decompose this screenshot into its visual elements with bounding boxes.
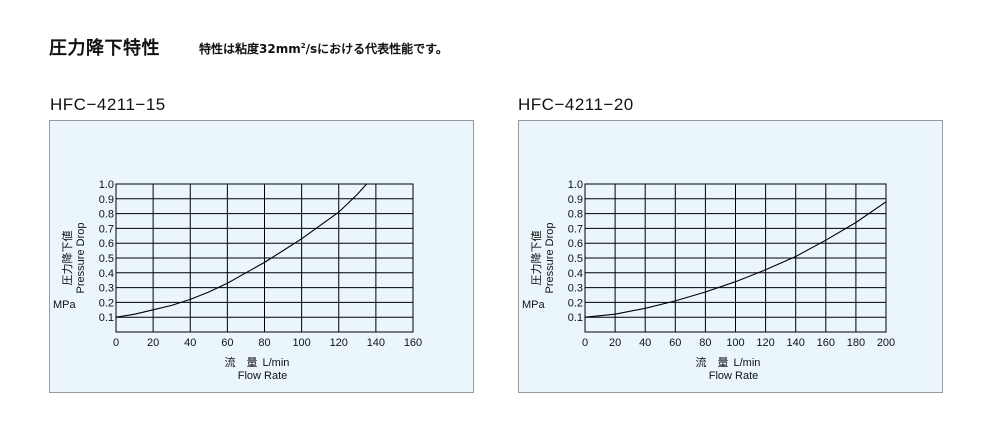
x-tick-label: 0 xyxy=(113,337,119,349)
y-tick-label: 0.3 xyxy=(568,283,583,295)
x-axis-label-en: Flow Rate xyxy=(709,370,759,382)
viscosity-note-prefix: 特性は粘度32mm xyxy=(199,42,301,56)
x-tick-label: 200 xyxy=(877,337,895,349)
x-tick-label: 160 xyxy=(817,337,835,349)
x-axis-unit: L/min xyxy=(263,357,290,369)
y-axis-label-jp: 圧力降下値 xyxy=(529,231,543,286)
y-tick-label: 0.1 xyxy=(99,312,114,324)
x-tick-label: 140 xyxy=(787,337,805,349)
y-axis-label-jp: 圧力降下値 xyxy=(60,231,74,286)
x-axis-label-jp: 流 量 xyxy=(696,355,729,369)
y-axis-unit: MPa xyxy=(522,299,546,311)
y-tick-label: 1.0 xyxy=(568,179,583,191)
y-tick-label: 0.6 xyxy=(99,238,114,250)
y-tick-label: 0.2 xyxy=(99,297,114,309)
chart-1-svg: 0 20 40 60 80 100 120 140 160 0.1 0.2 0.3 0.4 0.5 0.6 0… xyxy=(53,179,422,382)
y-tick-label: 0.5 xyxy=(99,253,114,265)
x-tick-label: 80 xyxy=(699,337,711,349)
y-tick-label: 0.8 xyxy=(99,209,114,221)
page-title: 圧力降下特性 xyxy=(49,38,160,59)
x-axis-label-en: Flow Rate xyxy=(238,370,288,382)
y-tick-label: 0.7 xyxy=(99,223,114,235)
x-tick-label: 80 xyxy=(258,337,270,349)
x-tick-label: 140 xyxy=(367,337,385,349)
x-tick-label: 40 xyxy=(184,337,196,349)
y-tick-label: 1.0 xyxy=(99,179,114,191)
x-axis-label-jp: 流 量 xyxy=(225,355,258,369)
y-tick-label: 0.1 xyxy=(568,312,583,324)
pressure-drop-curve xyxy=(584,201,887,318)
y-tick-label: 0.7 xyxy=(568,223,583,235)
viscosity-note: 特性は粘度32mm2/sにおける代表性能です。 xyxy=(199,40,448,57)
x-tick-label: 20 xyxy=(609,337,621,349)
x-tick-label: 100 xyxy=(292,337,310,349)
y-tick-label: 0.6 xyxy=(568,238,583,250)
y-axis-unit: MPa xyxy=(53,299,77,311)
y-tick-label: 0.8 xyxy=(568,209,583,221)
viscosity-note-sup: 2 xyxy=(300,42,306,50)
y-axis-label-en: Pressure Drop xyxy=(75,223,87,294)
chart-1-title: HFC−4211−15 xyxy=(50,95,166,114)
y-tick-label: 0.4 xyxy=(99,268,114,280)
y-tick-label: 0.9 xyxy=(568,194,583,206)
y-tick-label: 0.5 xyxy=(568,253,583,265)
chart-1-panel: 0 20 40 60 80 100 120 140 160 0.1 0.2 0.3 0.4 0.5 0.6 0… xyxy=(49,120,474,393)
y-tick-label: 0.4 xyxy=(568,268,583,280)
pressure-drop-curve xyxy=(115,183,368,318)
y-tick-label: 0.2 xyxy=(568,297,583,309)
x-tick-label: 60 xyxy=(221,337,233,349)
chart-2-title: HFC−4211−20 xyxy=(518,95,634,114)
x-tick-label: 120 xyxy=(330,337,348,349)
x-tick-label: 180 xyxy=(847,337,865,349)
y-axis-label-en: Pressure Drop xyxy=(544,223,556,294)
x-tick-label: 0 xyxy=(582,337,588,349)
x-tick-label: 100 xyxy=(726,337,744,349)
x-tick-label: 160 xyxy=(404,337,422,349)
viscosity-note-suffix: /sにおける代表性能です。 xyxy=(305,42,448,56)
x-tick-label: 120 xyxy=(756,337,774,349)
chart-2-svg: 0 20 40 60 80 100 120 140 160 180 200 0.1 0.2 0.3 0.4 0… xyxy=(522,179,895,382)
x-tick-label: 40 xyxy=(639,337,651,349)
x-axis-unit: L/min xyxy=(734,357,761,369)
y-tick-label: 0.3 xyxy=(99,283,114,295)
x-tick-label: 20 xyxy=(147,337,159,349)
x-tick-label: 60 xyxy=(669,337,681,349)
y-tick-label: 0.9 xyxy=(99,194,114,206)
chart-2-panel: 0 20 40 60 80 100 120 140 160 180 200 0.1 0.2 0.3 0.4 0… xyxy=(518,120,943,393)
